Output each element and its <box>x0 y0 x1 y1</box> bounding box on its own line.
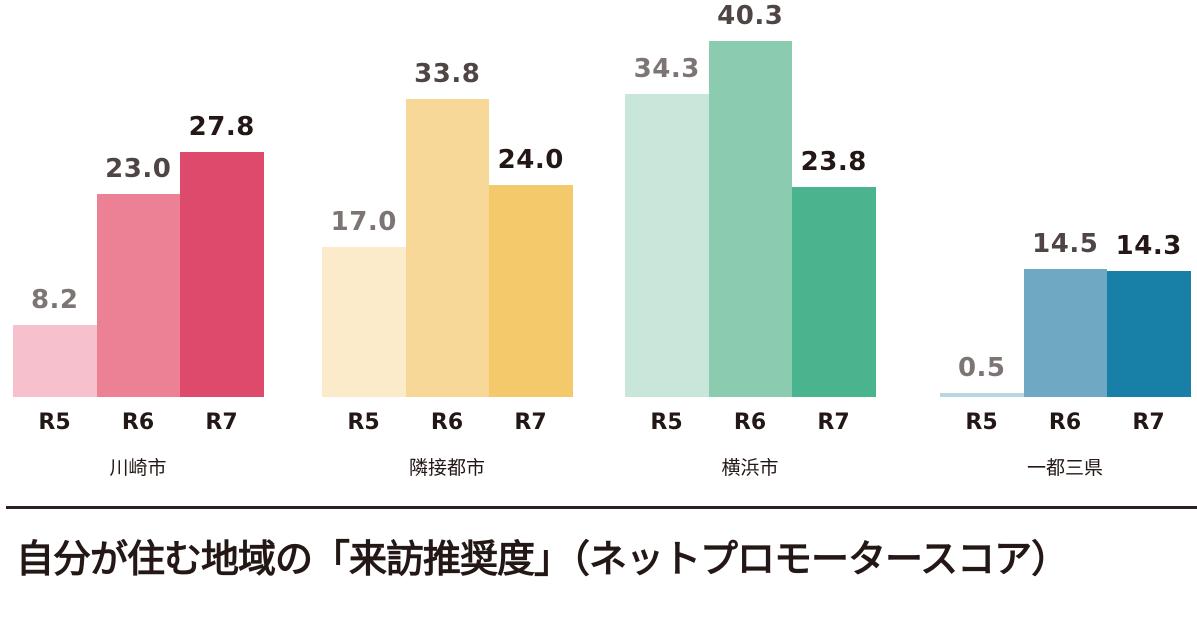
bar-group: 0.5 R5 14.5 R6 14.3 R7 一都三県 <box>940 0 1191 480</box>
value-label: 34.3 <box>633 54 700 85</box>
group-label: 一都三県 <box>1026 457 1103 479</box>
x-tick-label: R7 <box>817 410 850 435</box>
value-label: 14.5 <box>1032 228 1099 259</box>
bar-r5 <box>625 94 709 397</box>
bar-r5 <box>940 392 1024 397</box>
bar-r6 <box>708 41 792 397</box>
bar-r7 <box>489 185 573 397</box>
value-label: 24.0 <box>497 145 564 176</box>
bar-r5 <box>13 324 97 397</box>
bar-r6 <box>1023 268 1107 397</box>
bar-r6 <box>96 193 180 397</box>
value-label: 23.8 <box>800 146 867 177</box>
value-label: 17.0 <box>330 206 397 237</box>
bar-r7 <box>792 186 876 397</box>
value-label: 0.5 <box>957 352 1006 383</box>
group-label: 川崎市 <box>109 457 167 479</box>
value-label: 8.2 <box>30 284 79 315</box>
x-tick-label: R7 <box>205 410 238 435</box>
x-tick-label: R6 <box>1048 410 1082 435</box>
x-tick-label: R5 <box>965 410 998 435</box>
x-tick-label: R5 <box>650 410 683 435</box>
value-label: 27.8 <box>188 111 255 142</box>
bar-group: 8.2 R5 23.0 R6 27.8 R7 川崎市 <box>13 0 264 480</box>
value-label: 14.3 <box>1115 230 1182 261</box>
group-label: 横浜市 <box>721 457 779 479</box>
value-label: 40.3 <box>717 1 784 32</box>
x-tick-label: R5 <box>38 410 71 435</box>
bar-r7 <box>180 151 264 397</box>
value-label: 33.8 <box>414 58 481 89</box>
x-tick-label: R7 <box>514 410 547 435</box>
bar-group: 34.3 R5 40.3 R6 23.8 R7 横浜市 <box>625 0 876 480</box>
x-tick-label: R6 <box>430 410 464 435</box>
bar-r6 <box>405 98 489 397</box>
bar-r5 <box>322 246 406 397</box>
chart-title: 自分が住む地域の「来訪推奨度」（ネットプロモータースコア） <box>16 537 1069 581</box>
x-tick-label: R6 <box>733 410 767 435</box>
value-label: 23.0 <box>105 153 172 184</box>
bar-r7 <box>1107 270 1191 397</box>
x-tick-label: R6 <box>121 410 155 435</box>
x-tick-label: R5 <box>347 410 380 435</box>
x-tick-label: R7 <box>1132 410 1165 435</box>
group-label: 隣接都市 <box>408 457 485 479</box>
divider-line <box>6 506 1197 509</box>
bar-group: 17.0 R5 33.8 R6 24.0 R7 隣接都市 <box>322 0 573 480</box>
